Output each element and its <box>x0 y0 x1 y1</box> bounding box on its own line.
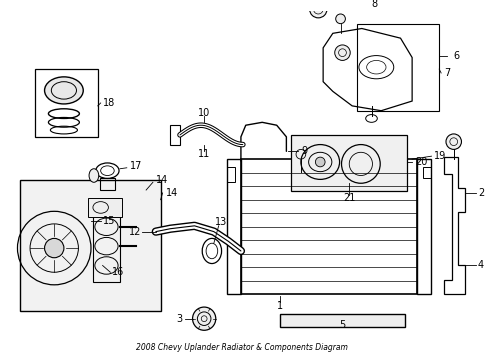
Bar <box>422 167 429 179</box>
Text: 13: 13 <box>215 217 227 227</box>
Circle shape <box>44 238 64 258</box>
Bar <box>170 125 180 145</box>
Text: 4: 4 <box>477 261 483 270</box>
Circle shape <box>192 307 215 330</box>
Text: 14: 14 <box>156 175 168 185</box>
Bar <box>100 179 115 190</box>
Circle shape <box>334 45 349 60</box>
Text: 2008 Chevy Uplander Radiator & Components Diagram: 2008 Chevy Uplander Radiator & Component… <box>136 343 347 352</box>
Text: 7: 7 <box>443 68 449 78</box>
Ellipse shape <box>89 169 99 182</box>
Bar <box>291 135 407 191</box>
Text: 11: 11 <box>198 149 210 159</box>
Text: 18: 18 <box>102 98 115 108</box>
Bar <box>279 314 405 327</box>
Text: 15: 15 <box>102 216 115 226</box>
Bar <box>35 69 98 137</box>
Text: 19: 19 <box>433 151 446 161</box>
Text: 1: 1 <box>276 301 282 311</box>
Text: 17: 17 <box>129 161 142 171</box>
Text: 3: 3 <box>176 314 183 324</box>
Bar <box>416 159 429 294</box>
Circle shape <box>335 14 345 24</box>
Text: 5: 5 <box>339 320 345 330</box>
Bar <box>93 214 120 282</box>
Bar <box>20 180 160 311</box>
Text: 14: 14 <box>165 188 177 198</box>
Bar <box>241 159 416 294</box>
Bar <box>227 167 235 182</box>
Circle shape <box>309 0 326 18</box>
Text: 21: 21 <box>343 193 355 203</box>
Bar <box>356 24 438 111</box>
Text: 8: 8 <box>371 0 377 9</box>
Bar <box>227 159 241 294</box>
Ellipse shape <box>315 157 325 167</box>
Text: 12: 12 <box>129 227 141 237</box>
Bar <box>88 198 122 217</box>
Text: 6: 6 <box>453 50 459 60</box>
Ellipse shape <box>44 77 83 104</box>
Circle shape <box>445 134 461 149</box>
Text: 10: 10 <box>198 108 210 118</box>
Text: 16: 16 <box>112 267 124 277</box>
Text: 20: 20 <box>414 157 427 167</box>
Text: 9: 9 <box>300 147 306 156</box>
Text: 2: 2 <box>477 188 483 198</box>
